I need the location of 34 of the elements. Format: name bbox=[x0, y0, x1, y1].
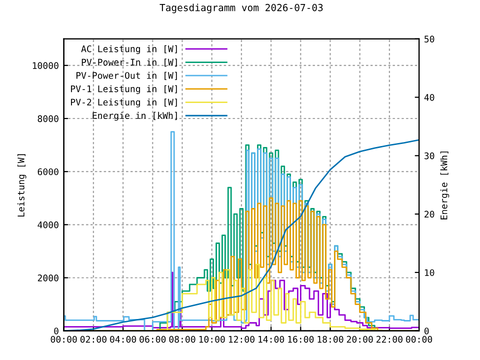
legend-label: Energie in [kWh] bbox=[92, 112, 177, 121]
x-tick-label: 00:00 bbox=[50, 336, 77, 343]
y2-tick-label: 30 bbox=[424, 152, 434, 160]
legend-label: PV-2 Leistung in [W] bbox=[71, 98, 177, 108]
chart-title: Tagesdiagramm vom 2026-07-03 bbox=[160, 4, 323, 14]
x-tick-label: 04:00 bbox=[110, 336, 136, 343]
legend-label: PV-1 Leistung in [W] bbox=[71, 85, 177, 94]
y2-tick-label: 10 bbox=[424, 269, 434, 276]
x-tick-label: 02:00 bbox=[80, 336, 106, 343]
y-axis-title: Leistung [W] bbox=[17, 154, 26, 217]
x-tick-label: 20:00 bbox=[346, 336, 373, 343]
x-tick-label: 00:00 bbox=[406, 336, 432, 343]
x-tick-label: 16:00 bbox=[288, 336, 314, 343]
x-tick-label: 18:00 bbox=[318, 336, 344, 343]
y2-tick-label: 20 bbox=[424, 210, 434, 218]
x-tick-label: 22:00 bbox=[376, 336, 402, 343]
y2-axis-title: Energie [kWh] bbox=[440, 152, 450, 220]
x-tick-label: 14:00 bbox=[258, 336, 284, 343]
y-tick-label: 10000 bbox=[32, 62, 58, 70]
x-tick-label: 08:00 bbox=[169, 336, 196, 343]
y-tick-label: 6000 bbox=[38, 168, 58, 176]
legend-label: PV-Power-Out in [W] bbox=[76, 72, 177, 80]
y2-tick-label: 50 bbox=[424, 36, 434, 42]
y-tick-label: 8000 bbox=[38, 115, 58, 122]
legend-label: PV-Power-In in [W] bbox=[82, 58, 177, 67]
x-tick-label: 06:00 bbox=[140, 336, 166, 343]
y2-tick-label: 0 bbox=[424, 328, 429, 334]
x-tick-label: 10:00 bbox=[199, 336, 225, 343]
y-tick-label: 2000 bbox=[38, 274, 58, 282]
y2-tick-label: 40 bbox=[424, 94, 434, 101]
legend-label: AC Leistung in [W] bbox=[81, 45, 177, 54]
y-tick-label: 0 bbox=[54, 328, 58, 334]
x-tick-label: 12:00 bbox=[228, 336, 254, 343]
y-tick-label: 4000 bbox=[38, 221, 58, 228]
